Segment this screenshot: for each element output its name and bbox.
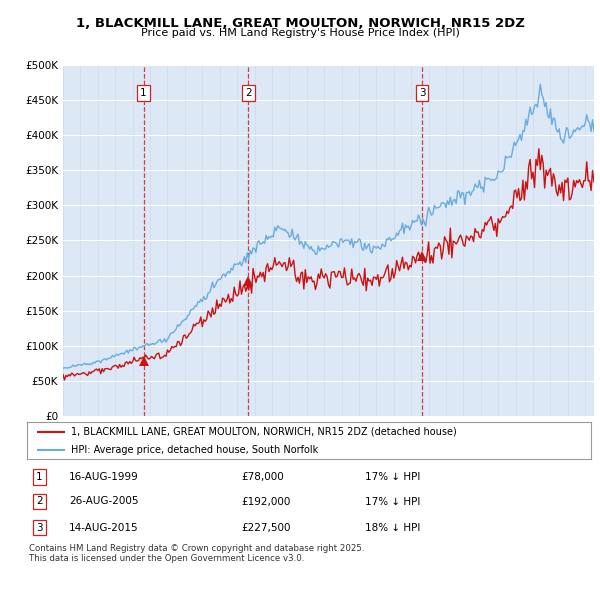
Text: 1, BLACKMILL LANE, GREAT MOULTON, NORWICH, NR15 2DZ (detached house): 1, BLACKMILL LANE, GREAT MOULTON, NORWIC…: [71, 427, 457, 437]
Text: 26-AUG-2005: 26-AUG-2005: [70, 497, 139, 506]
Text: 16-AUG-1999: 16-AUG-1999: [70, 472, 139, 482]
Text: 1: 1: [140, 88, 147, 98]
Text: 1, BLACKMILL LANE, GREAT MOULTON, NORWICH, NR15 2DZ: 1, BLACKMILL LANE, GREAT MOULTON, NORWIC…: [76, 17, 524, 30]
Text: 2: 2: [36, 497, 43, 506]
Text: 14-AUG-2015: 14-AUG-2015: [70, 523, 139, 533]
Text: 2: 2: [245, 88, 252, 98]
Text: £192,000: £192,000: [241, 497, 290, 506]
Text: Price paid vs. HM Land Registry's House Price Index (HPI): Price paid vs. HM Land Registry's House …: [140, 28, 460, 38]
Text: 18% ↓ HPI: 18% ↓ HPI: [365, 523, 421, 533]
Text: 17% ↓ HPI: 17% ↓ HPI: [365, 472, 421, 482]
Text: 1: 1: [36, 472, 43, 482]
Text: HPI: Average price, detached house, South Norfolk: HPI: Average price, detached house, Sout…: [71, 445, 318, 455]
Text: 3: 3: [36, 523, 43, 533]
Text: Contains HM Land Registry data © Crown copyright and database right 2025.
This d: Contains HM Land Registry data © Crown c…: [29, 544, 364, 563]
Text: 17% ↓ HPI: 17% ↓ HPI: [365, 497, 421, 506]
Text: 3: 3: [419, 88, 425, 98]
Text: £227,500: £227,500: [241, 523, 291, 533]
Text: £78,000: £78,000: [241, 472, 284, 482]
